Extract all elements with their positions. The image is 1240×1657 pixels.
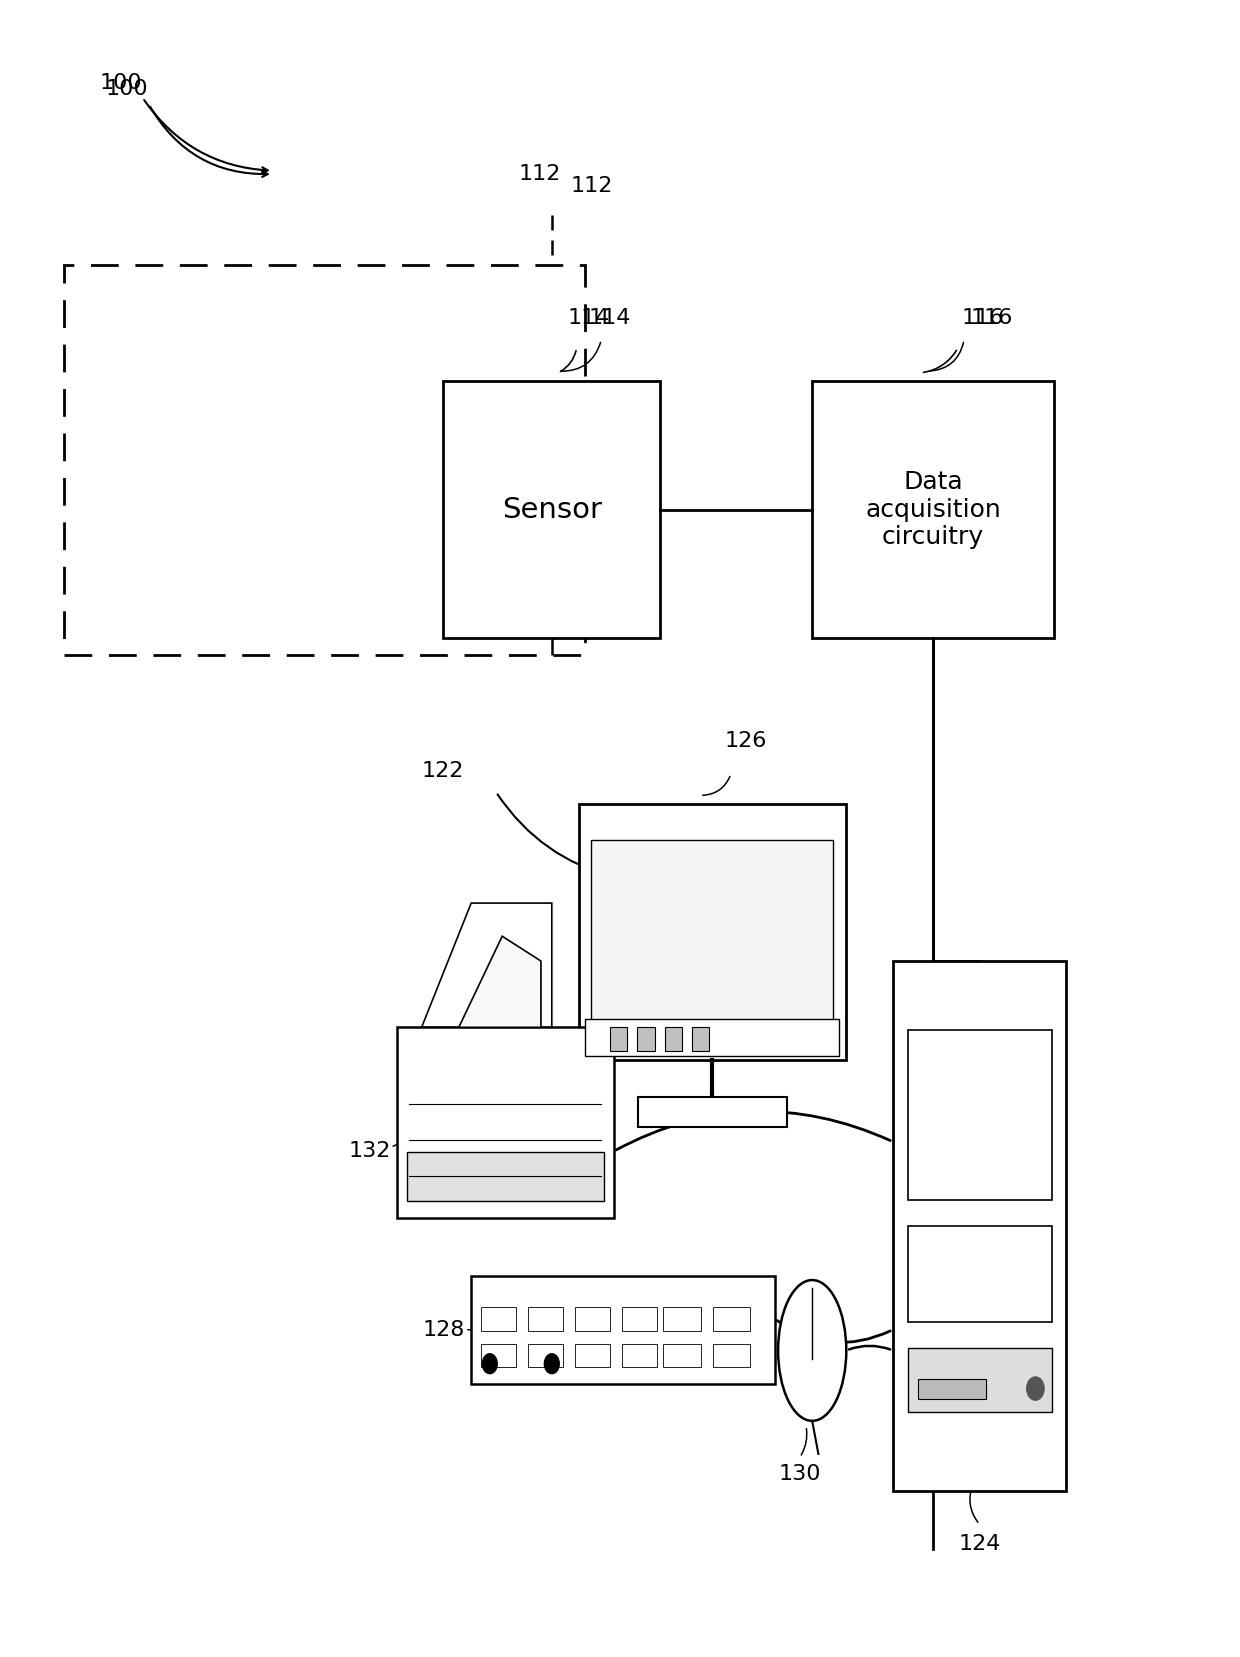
Text: 116: 116 — [971, 308, 1013, 328]
Text: Sensor: Sensor — [502, 495, 601, 524]
Polygon shape — [459, 936, 541, 1027]
Bar — [637, 1027, 655, 1051]
Bar — [528, 1344, 563, 1367]
Bar — [692, 1027, 709, 1051]
Bar — [908, 1349, 1052, 1412]
Bar — [407, 1152, 604, 1201]
Text: 130: 130 — [779, 1463, 821, 1485]
Text: 114: 114 — [589, 308, 631, 328]
Bar — [713, 1344, 750, 1367]
Bar — [637, 1097, 786, 1127]
Bar — [665, 1027, 682, 1051]
Bar — [528, 1307, 563, 1331]
Bar — [575, 1307, 610, 1331]
Bar — [893, 961, 1066, 1491]
Bar — [812, 381, 1054, 638]
Text: 112: 112 — [570, 176, 613, 196]
Bar — [575, 1344, 610, 1367]
Text: 132: 132 — [348, 1142, 391, 1162]
Text: 128: 128 — [423, 1319, 465, 1341]
Text: 114: 114 — [568, 308, 610, 328]
Text: Data
acquisition
circuitry: Data acquisition circuitry — [866, 469, 1001, 550]
Bar — [908, 1226, 1052, 1322]
Circle shape — [482, 1354, 497, 1374]
Bar — [713, 1307, 750, 1331]
Bar — [918, 1379, 986, 1399]
Text: 124: 124 — [959, 1534, 1001, 1554]
Bar — [444, 381, 660, 638]
Text: 116: 116 — [961, 308, 1004, 328]
Bar — [610, 1027, 627, 1051]
Bar — [908, 1031, 1052, 1200]
Bar — [481, 1344, 516, 1367]
Text: 122: 122 — [422, 761, 464, 780]
Text: 112: 112 — [518, 164, 560, 184]
Text: 100: 100 — [99, 73, 141, 93]
Circle shape — [1027, 1377, 1044, 1400]
Bar — [622, 1307, 657, 1331]
Bar — [481, 1307, 516, 1331]
Circle shape — [544, 1354, 559, 1374]
Polygon shape — [422, 903, 552, 1027]
Bar — [663, 1344, 701, 1367]
Text: 126: 126 — [724, 731, 768, 751]
Bar — [622, 1344, 657, 1367]
Ellipse shape — [779, 1279, 847, 1422]
Bar — [397, 1027, 614, 1218]
Bar — [579, 804, 846, 1060]
Bar — [591, 840, 833, 1027]
Bar — [585, 1019, 839, 1056]
Text: 100: 100 — [105, 80, 148, 99]
Bar — [471, 1276, 775, 1384]
Bar — [663, 1307, 701, 1331]
